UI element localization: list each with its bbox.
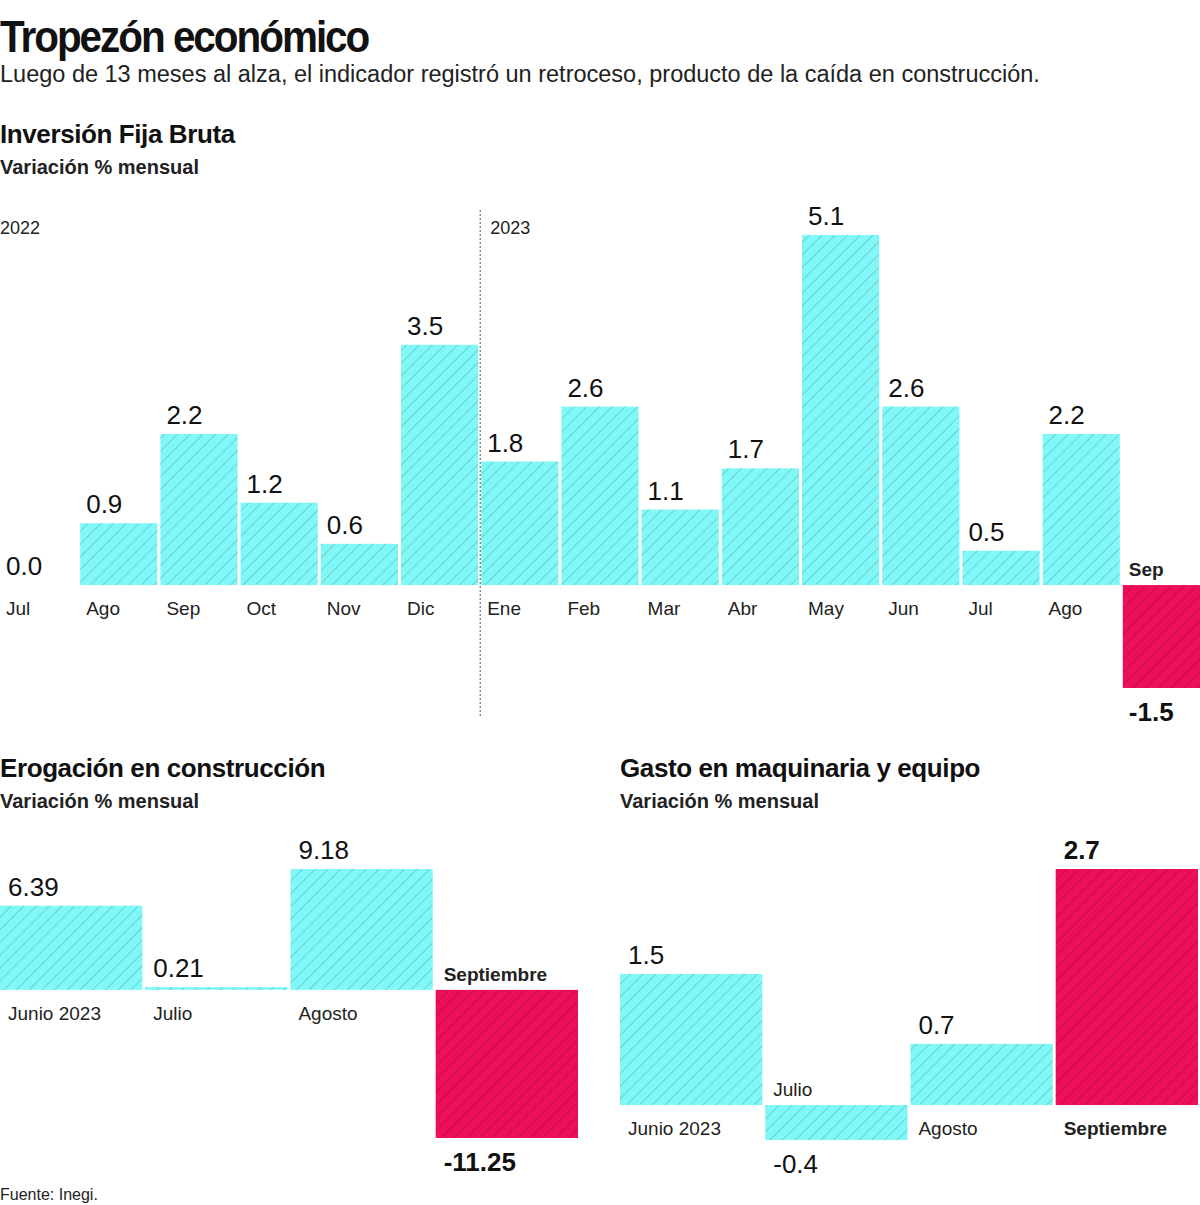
chart-0: Inversión Fija Bruta Variación % mensual 2… bbox=[0, 119, 1200, 727]
bar bbox=[561, 407, 638, 585]
value-label: 1.7 bbox=[728, 434, 764, 464]
bar bbox=[962, 551, 1039, 585]
bar bbox=[0, 585, 77, 586]
value-label: 2.6 bbox=[567, 373, 603, 403]
chart-title: Gasto en maquinaria y equipo bbox=[620, 753, 980, 783]
category-label: Jun bbox=[888, 598, 919, 619]
value-label: 3.5 bbox=[407, 311, 443, 341]
value-label: 1.8 bbox=[487, 428, 523, 458]
chart-2: Gasto en maquinaria y equipo Variación % … bbox=[620, 753, 1198, 1179]
bars bbox=[620, 869, 1198, 1140]
value-label: 0.0 bbox=[6, 551, 42, 581]
category-label: Dic bbox=[407, 598, 434, 619]
chart-title: Erogación en construcción bbox=[0, 753, 325, 783]
category-label: Ago bbox=[1049, 598, 1083, 619]
value-label: 0.5 bbox=[968, 517, 1004, 547]
category-label: May bbox=[808, 598, 844, 619]
bar bbox=[882, 407, 959, 585]
bar bbox=[241, 503, 318, 585]
value-label: 6.39 bbox=[8, 872, 59, 902]
value-label: -1.5 bbox=[1129, 697, 1174, 727]
bars bbox=[0, 869, 578, 1138]
category-label: Sep bbox=[166, 598, 200, 619]
value-label: 1.2 bbox=[247, 469, 283, 499]
category-label: Julio bbox=[153, 1003, 192, 1024]
bar bbox=[0, 906, 142, 990]
value-label: 5.1 bbox=[808, 201, 844, 231]
value-label: 2.7 bbox=[1064, 835, 1100, 865]
value-label: 2.2 bbox=[166, 400, 202, 430]
value-label: 0.7 bbox=[918, 1010, 954, 1040]
category-label: Ene bbox=[487, 598, 521, 619]
value-label: 1.5 bbox=[628, 940, 664, 970]
value-label: 2.2 bbox=[1049, 400, 1085, 430]
category-label: Agosto bbox=[918, 1118, 977, 1139]
year-divider bbox=[480, 210, 481, 718]
bar bbox=[290, 869, 432, 990]
labels: Junio 2023 1.5 Julio -0.4 Agosto 0.7 Septiembr… bbox=[628, 835, 1167, 1179]
year-label: 2023 bbox=[490, 218, 530, 238]
chart-subtitle: Variación % mensual bbox=[0, 156, 199, 178]
bar bbox=[1043, 434, 1120, 585]
value-label: 0.9 bbox=[86, 489, 122, 519]
chart-subtitle: Variación % mensual bbox=[0, 790, 199, 812]
bar bbox=[1123, 585, 1200, 688]
category-label: Junio 2023 bbox=[8, 1003, 101, 1024]
bar bbox=[802, 235, 879, 585]
category-label: Ago bbox=[86, 598, 120, 619]
bar bbox=[145, 987, 287, 990]
category-label: Junio 2023 bbox=[628, 1118, 721, 1139]
category-label: Septiembre bbox=[1064, 1118, 1167, 1139]
category-label: Jul bbox=[6, 598, 30, 619]
category-label: Abr bbox=[728, 598, 758, 619]
bar bbox=[722, 468, 799, 585]
category-label: Mar bbox=[648, 598, 681, 619]
chart-title: Inversión Fija Bruta bbox=[0, 119, 236, 149]
bar bbox=[160, 434, 237, 585]
bar bbox=[642, 510, 719, 585]
category-label: Septiembre bbox=[444, 964, 547, 985]
value-label: 0.21 bbox=[153, 953, 204, 983]
bar bbox=[321, 544, 398, 585]
labels: Jul 0.0 Ago 0.9 Sep 2.2 Oct 1.2 Nov 0.6 Dic 3.5 Ene 1… bbox=[6, 201, 1174, 727]
value-label: 1.1 bbox=[648, 476, 684, 506]
year-label: 2022 bbox=[0, 218, 40, 238]
category-label: Feb bbox=[567, 598, 600, 619]
bars bbox=[80, 235, 1200, 688]
figure: Tropezón económicoLuego de 13 meses al a… bbox=[0, 0, 1200, 1205]
bar bbox=[765, 1105, 907, 1140]
category-label: Agosto bbox=[298, 1003, 357, 1024]
page-title: Tropezón económico bbox=[0, 12, 370, 61]
value-label: 2.6 bbox=[888, 373, 924, 403]
bar bbox=[481, 462, 558, 586]
bar bbox=[80, 523, 157, 585]
value-label: 0.6 bbox=[327, 510, 363, 540]
bar bbox=[401, 345, 478, 585]
labels: Junio 2023 6.39 Julio 0.21 Agosto 9.18 Septiem… bbox=[8, 835, 547, 1177]
category-label: Nov bbox=[327, 598, 361, 619]
bar bbox=[910, 1044, 1052, 1105]
bar bbox=[436, 990, 578, 1138]
category-label: Julio bbox=[773, 1079, 812, 1100]
value-label: -0.4 bbox=[773, 1149, 818, 1179]
category-label: Oct bbox=[247, 598, 277, 619]
value-label: 9.18 bbox=[298, 835, 349, 865]
chart-1: Erogación en construcción Variación % men… bbox=[0, 753, 578, 1177]
chart-subtitle: Variación % mensual bbox=[620, 790, 819, 812]
category-label: Sep bbox=[1129, 559, 1164, 580]
bar bbox=[620, 974, 762, 1105]
source-note: Fuente: Inegi. bbox=[0, 1186, 98, 1203]
page-subtitle: Luego de 13 meses al alza, el indicador … bbox=[0, 61, 1040, 87]
value-label: -11.25 bbox=[444, 1147, 516, 1177]
bar bbox=[1056, 869, 1198, 1105]
category-label: Jul bbox=[968, 598, 992, 619]
